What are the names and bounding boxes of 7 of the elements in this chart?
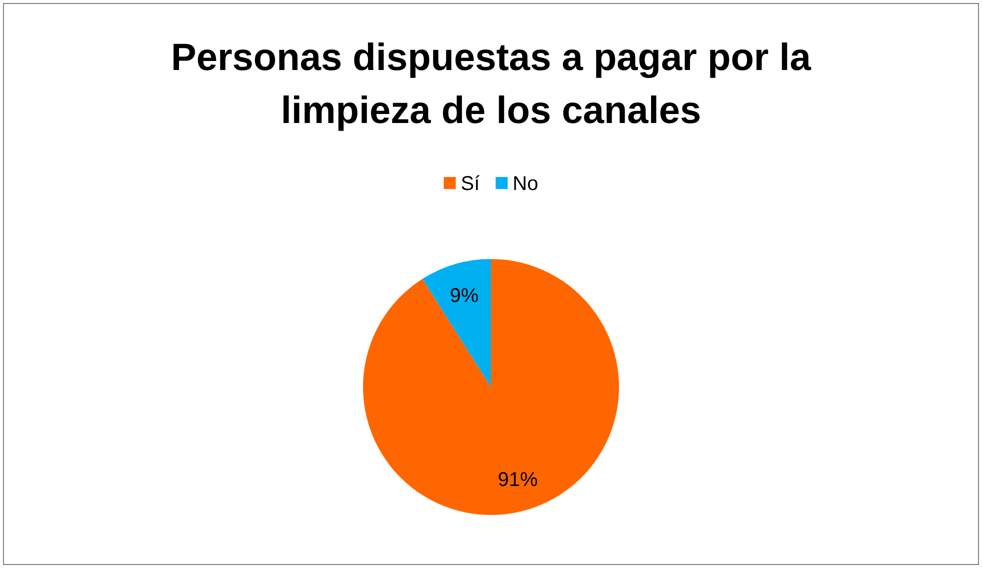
pie-slice bbox=[363, 259, 619, 515]
chart-title: Personas dispuestas a pagar por la limpieza de los canales bbox=[171, 37, 812, 132]
data-label: 9% bbox=[450, 284, 479, 307]
pie-slice bbox=[422, 259, 491, 387]
legend-label: Sí bbox=[460, 173, 480, 195]
data-label: 91% bbox=[498, 469, 538, 492]
legend-label: No bbox=[512, 173, 538, 195]
